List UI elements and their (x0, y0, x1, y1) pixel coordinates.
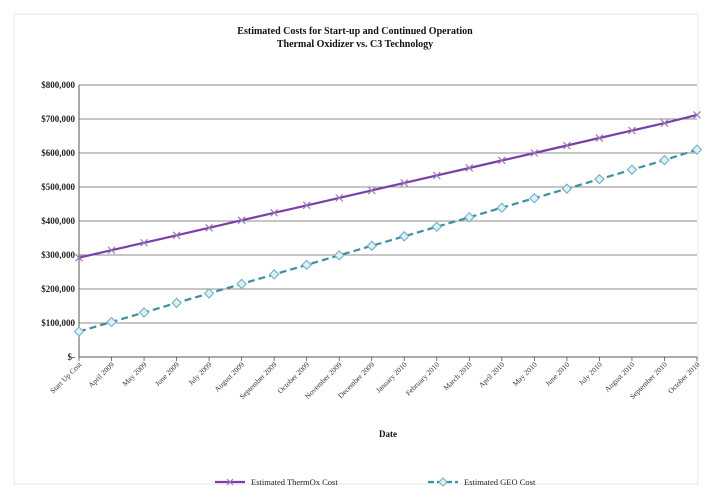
data-point (398, 231, 410, 242)
data-point (562, 141, 571, 150)
data-point (171, 297, 182, 309)
series-line (78, 148, 698, 333)
y-tick-label: $600,000 (41, 148, 75, 158)
data-point (237, 216, 246, 225)
data-point (626, 164, 638, 175)
chart-frame (13, 13, 699, 485)
data-point (270, 208, 279, 217)
series-lines (73, 110, 703, 337)
legend-marker (438, 477, 448, 487)
y-tick-label: $400,000 (41, 216, 75, 226)
data-point (268, 269, 280, 280)
y-tick-label: $100,000 (41, 318, 75, 328)
data-point (140, 238, 148, 247)
series-1 (75, 110, 701, 262)
series-2 (73, 144, 703, 337)
data-point (659, 154, 670, 166)
data-point (432, 171, 441, 180)
legend-label: Estimated GEO Cost (464, 477, 536, 487)
data-point (172, 231, 181, 240)
data-point (107, 246, 116, 255)
data-point (333, 250, 345, 261)
legend: Estimated ThermOx Cost Estimated GEO Cost (215, 477, 536, 487)
data-point (335, 193, 344, 202)
legend-label: Estimated ThermOx Cost (251, 477, 338, 487)
data-point (628, 126, 636, 135)
data-point (301, 259, 312, 271)
data-point (302, 201, 311, 210)
data-point (236, 278, 247, 290)
data-point (561, 183, 573, 194)
data-point (73, 326, 85, 337)
data-point (530, 149, 539, 157)
data-point (529, 192, 540, 204)
gridlines (78, 84, 697, 358)
data-point (205, 223, 214, 232)
data-point (431, 221, 443, 233)
y-axis-ticks: $- $100,000 $200,000 $300,000 $400,000 $500,0… (41, 80, 75, 362)
y-tick-label: $300,000 (41, 250, 75, 260)
data-point (366, 240, 378, 252)
y-tick-label: $- (68, 352, 76, 362)
y-tick-label: $700,000 (41, 114, 75, 124)
series-line (78, 113, 698, 259)
data-point (203, 288, 215, 299)
data-point (138, 307, 150, 318)
y-tick-label: $200,000 (41, 284, 75, 294)
data-point (464, 211, 475, 223)
data-point (660, 119, 669, 128)
data-point (595, 134, 604, 142)
x-axis-label: Date (379, 429, 397, 439)
data-point (594, 173, 605, 185)
y-tick-label: $500,000 (41, 182, 75, 192)
data-point (106, 316, 117, 328)
data-point (691, 144, 703, 155)
data-point (75, 253, 83, 262)
data-point (496, 202, 508, 214)
chart-title: Estimated Costs for Start-up and Continu… (237, 26, 473, 37)
data-point (367, 186, 376, 195)
data-point (497, 156, 506, 165)
legend-item: Estimated GEO Cost (428, 477, 536, 487)
chart-subtitle: Thermal Oxidizer vs. C3 Technology (277, 39, 433, 50)
data-point (693, 110, 701, 119)
data-point (400, 178, 409, 187)
legend-marker (226, 478, 234, 486)
y-tick-label: $800,000 (41, 80, 75, 90)
legend-item: Estimated ThermOx Cost (215, 477, 338, 487)
data-point (465, 164, 474, 172)
